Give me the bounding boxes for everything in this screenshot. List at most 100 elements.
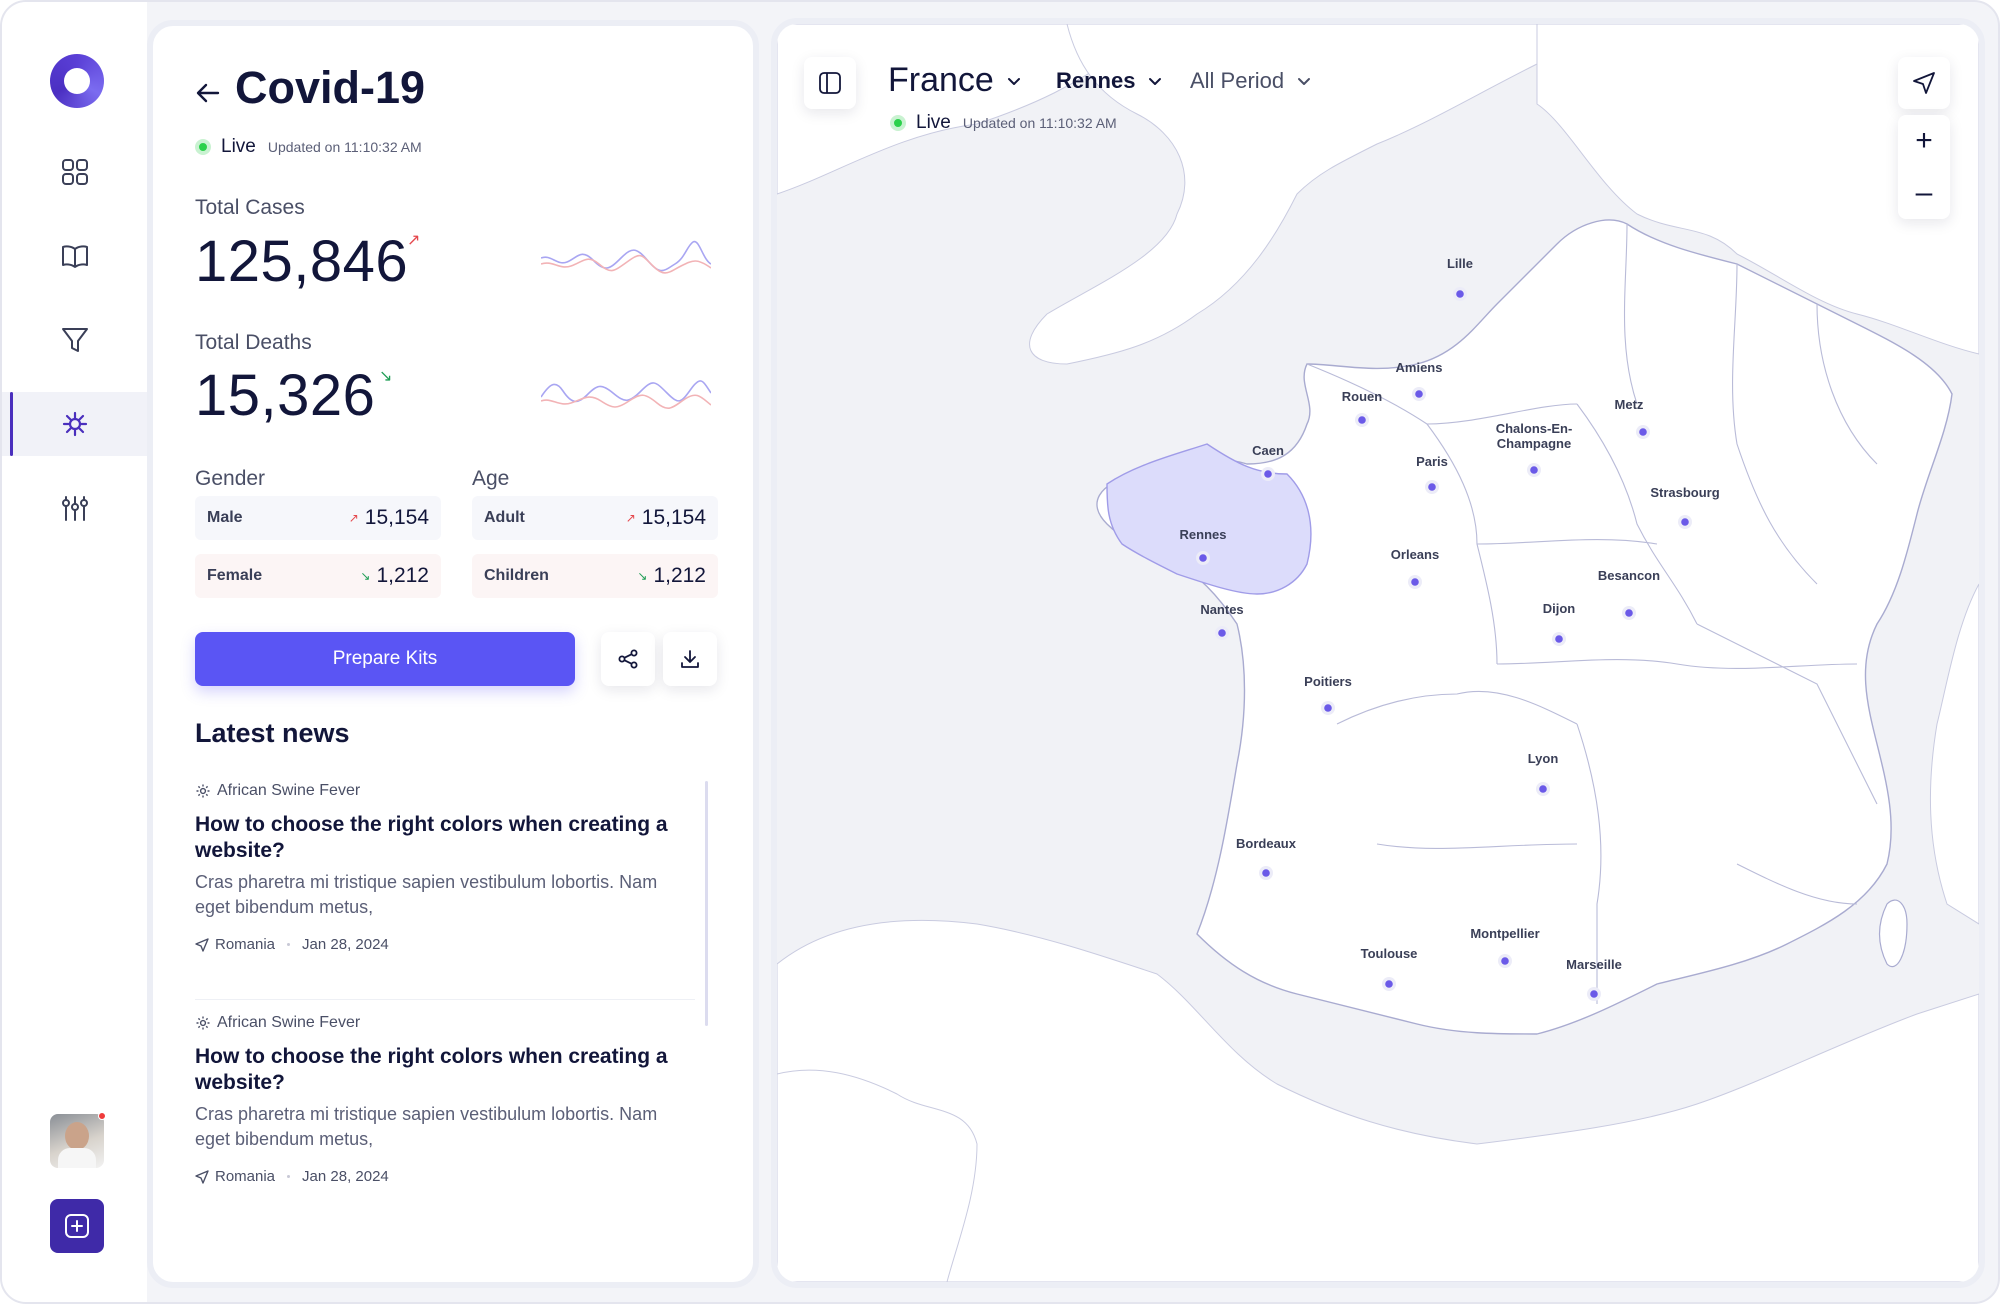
plus-square-icon [65, 1214, 89, 1238]
adjust-icon [61, 496, 88, 521]
chevron-down-icon [1149, 78, 1162, 85]
france-map[interactable]: Lille Amiens Rouen Metz Caen Paris Chalo… [777, 24, 1979, 1282]
sidebar [2, 2, 147, 1302]
svg-text:Metz: Metz [1615, 397, 1644, 412]
svg-text:Bordeaux: Bordeaux [1236, 836, 1297, 851]
zoom-in-button[interactable]: + [1915, 124, 1933, 157]
trend-down-icon: ↘ [360, 569, 371, 583]
period-label: All Period [1190, 68, 1285, 93]
svg-text:Chalons-En-: Chalons-En- [1496, 421, 1573, 436]
map-live-status: Live Updated on 11:10:32 AM [890, 112, 1117, 134]
svg-text:Dijon: Dijon [1543, 601, 1576, 616]
svg-text:Caen: Caen [1252, 443, 1284, 458]
gender-female-value: 1,212 [376, 564, 429, 587]
svg-text:Nantes: Nantes [1200, 602, 1243, 617]
location-arrow-icon [195, 1169, 209, 1184]
total-deaths-value: 15,326 [195, 363, 376, 428]
latest-news-heading: Latest news [195, 718, 350, 748]
age-adult-value: 15,154 [641, 506, 706, 529]
total-cases-value: 125,846 [195, 229, 409, 294]
cases-sparkline [541, 240, 711, 274]
news-category: African Swine Fever [195, 1014, 695, 1032]
trend-up-icon: ↗ [625, 511, 636, 525]
live-status: Live Updated on 11:10:32 AM [195, 136, 422, 158]
news-body: Cras pharetra mi tristique sapien vestib… [195, 1104, 658, 1149]
sidebar-item-adjust[interactable] [2, 476, 147, 540]
sidebar-item-dashboard[interactable] [2, 140, 147, 204]
trend-up-icon: ↗ [348, 511, 359, 525]
back-arrow-icon[interactable] [193, 78, 223, 108]
total-deaths-label: Total Deaths [195, 331, 312, 354]
trend-down-icon: ↘ [637, 569, 648, 583]
sidebar-item-filter[interactable] [2, 308, 147, 372]
gear-icon [196, 784, 210, 798]
svg-text:Rouen: Rouen [1342, 389, 1383, 404]
news-headline[interactable]: How to choose the right colors when crea… [195, 1045, 668, 1094]
sidebar-item-library[interactable] [2, 224, 147, 288]
avatar[interactable] [50, 1114, 104, 1168]
news-location: Romania [215, 936, 276, 953]
gender-label: Gender [195, 467, 266, 490]
live-dot-icon [195, 139, 211, 155]
news-item[interactable]: African Swine Fever How to choose the ri… [195, 1014, 695, 1185]
city-markers[interactable]: Lille Amiens Rouen Metz Caen Paris Chalo… [1180, 256, 1720, 1001]
city-dropdown[interactable]: Rennes [1056, 68, 1163, 94]
svg-text:Poitiers: Poitiers [1304, 674, 1352, 689]
age-children-label: Children [484, 567, 549, 584]
news-location: Romania [215, 1168, 276, 1185]
age-children-cell: Children ↘ 1,212 [472, 554, 718, 598]
age-adult-label: Adult [484, 509, 525, 526]
news-date: Jan 28, 2024 [302, 936, 389, 953]
country-label: France [888, 61, 994, 99]
stats-panel: Covid-19 Live Updated on 11:10:32 AM Tot… [147, 20, 759, 1288]
share-button[interactable] [601, 632, 655, 686]
news-meta: Romania Jan 28, 2024 [195, 1168, 695, 1185]
svg-text:Lille: Lille [1447, 256, 1473, 271]
news-date: Jan 28, 2024 [302, 1168, 389, 1185]
live-dot-icon [890, 115, 906, 131]
chevron-down-icon [1298, 78, 1311, 85]
locate-button[interactable] [1898, 57, 1950, 109]
svg-text:Lyon: Lyon [1528, 751, 1559, 766]
news-scrollbar[interactable] [705, 781, 708, 1026]
svg-text:Marseille: Marseille [1566, 957, 1622, 972]
news-meta: Romania Jan 28, 2024 [195, 936, 695, 953]
trend-up-icon: ↗ [407, 232, 421, 249]
svg-text:Toulouse: Toulouse [1361, 946, 1418, 961]
country-dropdown[interactable]: France [888, 61, 1022, 100]
sidebar-item-virus[interactable] [2, 392, 147, 456]
svg-text:Rennes: Rennes [1180, 527, 1227, 542]
zoom-out-button[interactable]: – [1915, 176, 1933, 209]
news-body: Cras pharetra mi tristique sapien vestib… [195, 872, 658, 917]
news-item[interactable]: African Swine Fever How to choose the ri… [195, 782, 695, 953]
chevron-down-icon [1007, 77, 1020, 85]
svg-text:Paris: Paris [1416, 454, 1448, 469]
share-icon [618, 649, 638, 669]
add-button[interactable] [50, 1199, 104, 1253]
svg-text:Besancon: Besancon [1598, 568, 1660, 583]
page-title: Covid-19 [235, 62, 426, 113]
svg-text:Strasbourg: Strasbourg [1650, 485, 1719, 500]
app-logo[interactable] [50, 54, 104, 108]
sidebar-toggle-button[interactable] [804, 57, 856, 109]
filter-icon [61, 328, 88, 352]
book-icon [61, 245, 88, 268]
period-dropdown[interactable]: All Period [1190, 68, 1312, 94]
age-label: Age [472, 467, 510, 490]
map-live-label: Live [916, 112, 951, 133]
gear-icon [196, 1016, 210, 1030]
gender-female-label: Female [207, 567, 263, 584]
svg-text:Amiens: Amiens [1396, 360, 1443, 375]
download-icon [681, 650, 699, 668]
map-updated-time: Updated on 11:10:32 AM [962, 115, 1117, 131]
divider [195, 999, 695, 1000]
download-button[interactable] [663, 632, 717, 686]
deaths-sparkline [541, 380, 711, 410]
age-adult-cell: Adult ↗ 15,154 [472, 496, 718, 540]
navigation-arrow-icon [1913, 72, 1935, 94]
prepare-kits-button[interactable]: Prepare Kits [195, 632, 575, 686]
meta-separator [287, 943, 291, 946]
notification-dot [98, 1112, 106, 1120]
news-headline[interactable]: How to choose the right colors when crea… [195, 813, 668, 862]
